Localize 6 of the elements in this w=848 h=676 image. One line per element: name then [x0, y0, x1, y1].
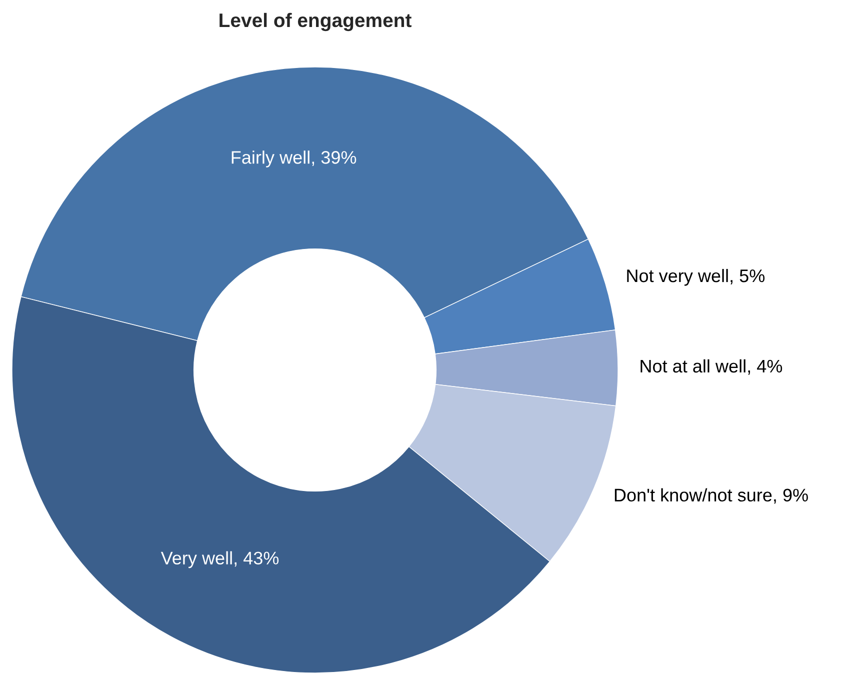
chart-title: Level of engagement [220, 12, 412, 32]
slice-label: Don't know/not sure, 9% [614, 488, 808, 504]
slice-label: Very well, 43% [160, 551, 279, 568]
slice-label: Fairly well, 39% [232, 150, 356, 168]
slice-label: Not very well, 5% [627, 268, 765, 286]
slice-label: Not at all well, 4% [640, 359, 782, 375]
